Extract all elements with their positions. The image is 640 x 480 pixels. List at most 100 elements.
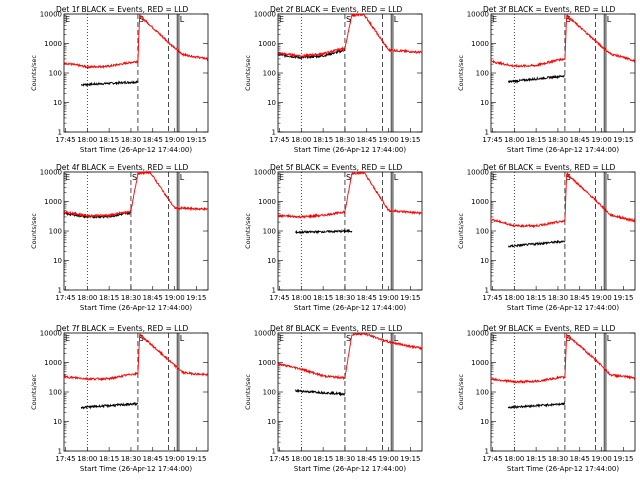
marker-label-l: L	[607, 334, 612, 343]
y-tick-label: 10000	[40, 11, 62, 19]
panel-title: Det 9f BLACK = Events, RED = LLD	[483, 324, 616, 333]
marker-label-s: S	[566, 173, 571, 182]
marker-label-e: E	[279, 15, 284, 24]
y-tick-label: 1	[485, 448, 489, 456]
x-tick-label: 17:45	[482, 294, 502, 302]
x-tick-label: 18:30	[121, 136, 141, 144]
x-tick-label: 18:30	[335, 294, 355, 302]
x-axis-label: Start Time (26-Apr-12 17:44:00)	[507, 304, 619, 312]
x-tick-label: 18:15	[526, 455, 546, 463]
plot-frame	[490, 171, 636, 291]
detector-panel-8: Det 8f BLACK = Events, RED = LLD 1 10 100 10…	[244, 324, 423, 473]
x-axis-label: Start Time (26-Apr-12 17:44:00)	[507, 465, 619, 473]
x-tick-label: 18:00	[291, 136, 311, 144]
y-tick-label: 10	[53, 99, 62, 107]
x-tick-label: 19:00	[591, 136, 611, 144]
x-tick-label: 18:45	[357, 455, 377, 463]
y-tick-label: 10	[480, 418, 489, 426]
x-tick-label: 19:15	[186, 455, 206, 463]
y-axis-label: Counts/sec	[244, 55, 252, 91]
x-tick-label: 18:00	[77, 136, 97, 144]
y-tick-label: 10	[267, 257, 276, 265]
plot-frame	[63, 13, 209, 133]
x-tick-label: 18:15	[313, 136, 333, 144]
x-tick-label: 17:45	[55, 294, 75, 302]
y-tick-label: 1	[58, 448, 62, 456]
y-tick-label: 1	[272, 287, 276, 295]
series-line-lld	[277, 12, 422, 58]
x-tick-label: 18:45	[570, 294, 590, 302]
x-tick-label: 17:45	[482, 455, 502, 463]
x-tick-label: 19:15	[400, 294, 420, 302]
y-tick-label: 1	[272, 448, 276, 456]
x-tick-label: 18:45	[143, 136, 163, 144]
detector-panel-5: Det 5f BLACK = Events, RED = LLD 1 10 100 10…	[244, 163, 423, 312]
y-tick-label: 10000	[467, 330, 489, 338]
x-tick-label: 18:45	[570, 136, 590, 144]
x-tick-label: 18:30	[548, 136, 568, 144]
x-tick-label: 18:45	[357, 294, 377, 302]
marker-label-e: E	[492, 334, 497, 343]
x-tick-label: 19:00	[164, 294, 184, 302]
marker-label-s: S	[139, 334, 144, 343]
x-tick-label: 18:15	[526, 136, 546, 144]
x-tick-label: 19:15	[186, 294, 206, 302]
marker-label-s: S	[346, 334, 351, 343]
y-tick-label: 10000	[40, 330, 62, 338]
x-tick-label: 18:00	[77, 455, 97, 463]
x-tick-label: 18:45	[357, 136, 377, 144]
series-line-events	[508, 239, 566, 248]
y-tick-label: 1	[272, 129, 276, 137]
x-tick-label: 19:00	[591, 455, 611, 463]
marker-label-l: L	[394, 173, 399, 182]
y-tick-label: 100	[263, 228, 276, 236]
series-line-lld	[490, 171, 636, 229]
marker-label-l: L	[607, 173, 612, 182]
plot-frame	[490, 332, 636, 452]
marker-label-e: E	[65, 173, 70, 182]
x-tick-label: 18:30	[548, 455, 568, 463]
marker-label-s: S	[566, 15, 571, 24]
series-line-lld	[63, 169, 209, 219]
y-tick-label: 10	[480, 257, 489, 265]
y-tick-label: 1000	[44, 359, 62, 367]
y-tick-label: 10	[53, 418, 62, 426]
detector-panel-2: Det 2f BLACK = Events, RED = LLD 1 10 100 10…	[244, 5, 423, 154]
x-tick-label: 19:15	[400, 455, 420, 463]
panel-title: Det 7f BLACK = Events, RED = LLD	[56, 324, 189, 333]
x-tick-label: 18:00	[291, 294, 311, 302]
y-tick-label: 10000	[254, 169, 276, 177]
x-tick-label: 19:00	[591, 294, 611, 302]
y-tick-label: 10000	[254, 330, 276, 338]
marker-label-l: L	[394, 15, 399, 24]
x-tick-label: 17:45	[55, 136, 75, 144]
marker-label-e: E	[65, 334, 70, 343]
y-axis-label: Counts/sec	[244, 374, 252, 410]
y-tick-label: 100	[476, 389, 489, 397]
y-tick-label: 100	[49, 70, 62, 78]
x-tick-label: 18:15	[99, 294, 119, 302]
x-axis-label: Start Time (26-Apr-12 17:44:00)	[294, 304, 406, 312]
y-axis-label: Counts/sec	[457, 55, 465, 91]
x-tick-label: 18:15	[99, 455, 119, 463]
y-tick-label: 100	[263, 389, 276, 397]
x-tick-label: 18:45	[143, 294, 163, 302]
y-tick-label: 1000	[471, 198, 489, 206]
y-tick-label: 100	[476, 70, 489, 78]
marker-label-e: E	[279, 173, 284, 182]
x-axis-label: Start Time (26-Apr-12 17:44:00)	[294, 146, 406, 154]
x-tick-label: 19:00	[378, 294, 398, 302]
y-axis-label: Counts/sec	[457, 374, 465, 410]
detector-panel-3: Det 3f BLACK = Events, RED = LLD 1 10 100 10…	[457, 5, 636, 154]
marker-label-l: L	[180, 173, 185, 182]
y-tick-label: 1000	[258, 198, 276, 206]
x-axis-label: Start Time (26-Apr-12 17:44:00)	[80, 146, 192, 154]
x-axis-label: Start Time (26-Apr-12 17:44:00)	[507, 146, 619, 154]
y-tick-label: 100	[476, 228, 489, 236]
marker-label-e: E	[279, 334, 284, 343]
y-tick-label: 1000	[258, 40, 276, 48]
x-tick-label: 18:15	[99, 136, 119, 144]
y-tick-label: 1	[485, 287, 489, 295]
x-tick-label: 17:45	[269, 294, 289, 302]
